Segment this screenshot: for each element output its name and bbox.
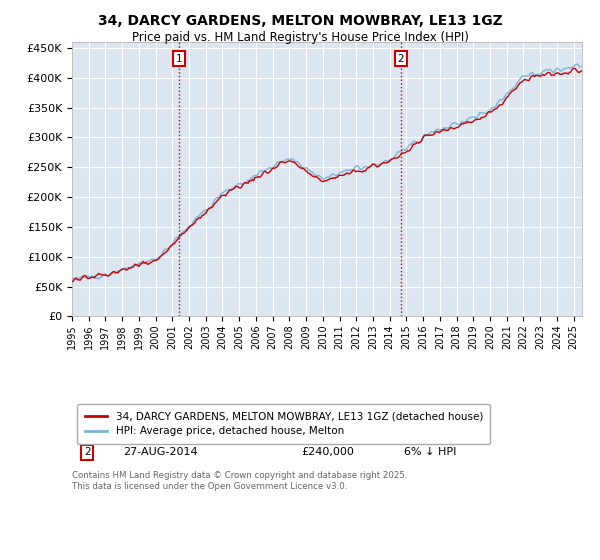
Text: 1: 1 <box>84 431 91 441</box>
Text: 31-MAY-2001: 31-MAY-2001 <box>123 431 195 441</box>
Text: 34, DARCY GARDENS, MELTON MOWBRAY, LE13 1GZ: 34, DARCY GARDENS, MELTON MOWBRAY, LE13 … <box>98 14 502 28</box>
Legend: 34, DARCY GARDENS, MELTON MOWBRAY, LE13 1GZ (detached house), HPI: Average price: 34, DARCY GARDENS, MELTON MOWBRAY, LE13 … <box>77 404 490 444</box>
Text: Contains HM Land Registry data © Crown copyright and database right 2025.
This d: Contains HM Land Registry data © Crown c… <box>72 472 407 491</box>
Text: 2: 2 <box>398 54 404 64</box>
Text: £240,000: £240,000 <box>302 447 355 457</box>
Text: 27-AUG-2014: 27-AUG-2014 <box>123 447 197 457</box>
Text: 3% ↓ HPI: 3% ↓ HPI <box>404 431 456 441</box>
Text: Price paid vs. HM Land Registry's House Price Index (HPI): Price paid vs. HM Land Registry's House … <box>131 31 469 44</box>
Text: 2: 2 <box>84 447 91 457</box>
Text: £122,000: £122,000 <box>302 431 355 441</box>
Text: 1: 1 <box>176 54 182 64</box>
Text: 6% ↓ HPI: 6% ↓ HPI <box>404 447 456 457</box>
